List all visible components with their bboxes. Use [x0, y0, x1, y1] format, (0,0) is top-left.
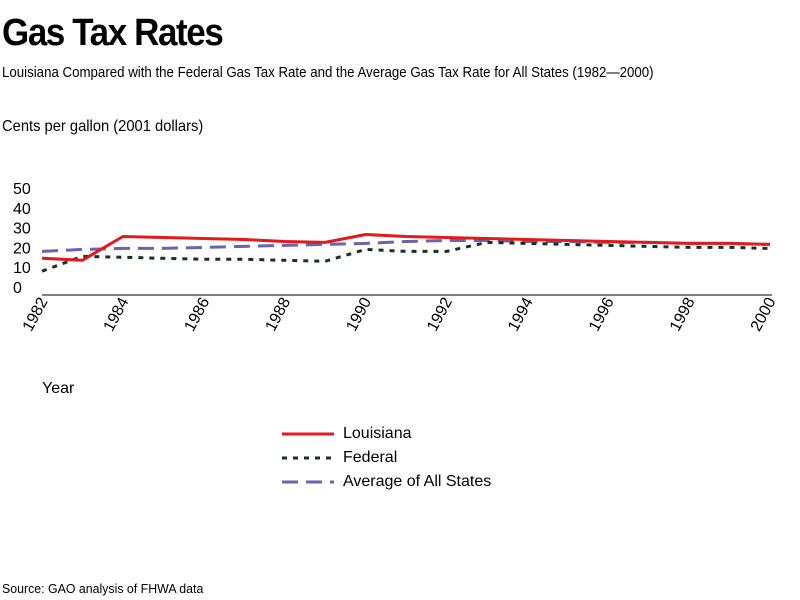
- chart-legend: Louisiana Federal Average of All States: [282, 422, 491, 494]
- legend-label-average-all-states: Average of All States: [343, 473, 492, 490]
- chart-subtitle: Louisiana Compared with the Federal Gas …: [2, 64, 654, 81]
- legend-swatch-federal: [282, 452, 334, 464]
- y-tick-label: 10: [13, 260, 31, 277]
- series-line-federal: [41, 240, 771, 273]
- legend-item-federal: Federal: [282, 446, 491, 470]
- x-tick-label: 1994: [505, 295, 537, 334]
- x-tick-label: 1998: [667, 295, 699, 334]
- legend-swatch-louisiana: [282, 428, 334, 440]
- y-tick-label: 40: [13, 201, 31, 218]
- y-tick-label: 50: [13, 181, 31, 198]
- legend-label-federal: Federal: [343, 449, 398, 466]
- y-tick-label: 30: [13, 221, 31, 238]
- legend-item-louisiana: Louisiana: [282, 422, 491, 446]
- legend-label-louisiana: Louisiana: [343, 425, 412, 442]
- legend-swatch-average-all-states: [282, 476, 334, 488]
- y-axis-label: Cents per gallon (2001 dollars): [2, 118, 204, 135]
- x-tick-label: 1992: [424, 295, 456, 334]
- y-tick-label: 20: [13, 240, 31, 257]
- x-tick-label: 1988: [262, 295, 294, 334]
- x-axis-label: Year: [42, 380, 75, 397]
- x-tick-label: 1996: [586, 295, 618, 334]
- y-tick-label: 0: [13, 280, 22, 297]
- source-note: Source: GAO analysis of FHWA data: [2, 581, 204, 596]
- series-line-louisiana: [41, 233, 771, 262]
- legend-item-average-all-states: Average of All States: [282, 470, 491, 494]
- x-tick-label: 2000: [748, 295, 780, 334]
- x-tick-label: 1986: [182, 295, 214, 334]
- chart-title: Gas Tax Rates: [2, 12, 224, 54]
- x-tick-label: 1990: [343, 295, 375, 334]
- x-tick-label: 1982: [20, 295, 52, 334]
- x-tick-label: 1984: [101, 295, 133, 334]
